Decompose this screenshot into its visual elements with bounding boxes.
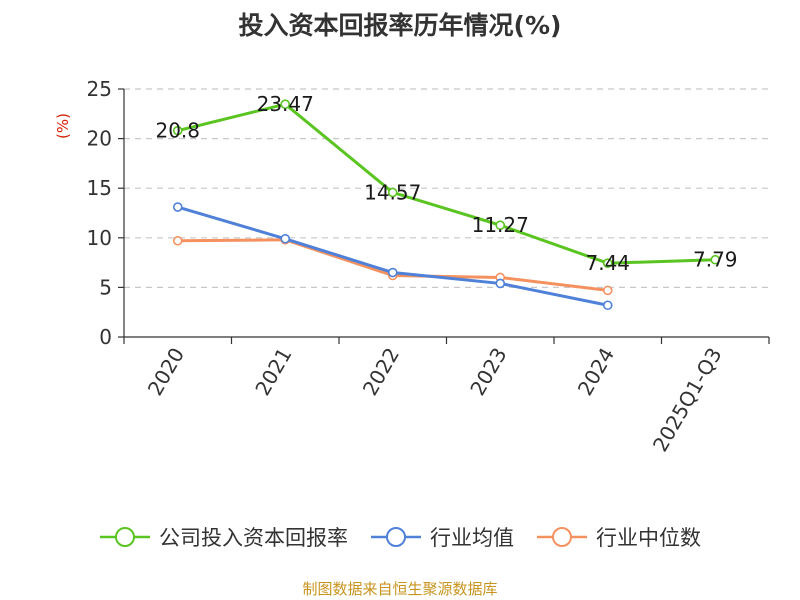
legend-item[interactable]: 行业均值 — [370, 522, 514, 552]
data-point — [495, 278, 506, 289]
data-label: 14.57 — [364, 180, 421, 204]
legend-marker-icon — [371, 527, 421, 547]
legend-marker-icon — [537, 527, 587, 547]
data-labels: 20.8 23.47 14.57 11.27 7.44 7.79 — [155, 92, 737, 275]
legend-item[interactable]: 公司投入资本回报率 — [99, 522, 348, 552]
data-label: 23.47 — [257, 92, 314, 116]
legend-label: 行业均值 — [430, 526, 514, 550]
data-point — [172, 235, 183, 246]
data-label: 7.44 — [585, 251, 630, 275]
legend-label: 公司投入资本回报率 — [159, 526, 348, 550]
y-tick-label: 0 — [99, 325, 112, 349]
legend-item[interactable]: 行业中位数 — [536, 522, 701, 552]
data-point — [387, 187, 398, 198]
y-tick-label: 5 — [99, 275, 112, 299]
y-tick-label: 20 — [87, 127, 112, 151]
y-tick-label: 25 — [87, 77, 112, 101]
data-point — [495, 220, 506, 231]
x-tick-label: 2020 — [143, 344, 189, 400]
data-point — [280, 99, 291, 109]
legend-marker-icon — [100, 527, 150, 547]
series-lines — [172, 99, 721, 311]
data-label: 20.8 — [155, 119, 200, 143]
x-tick-label: 2021 — [250, 344, 296, 400]
data-label: 7.79 — [693, 248, 738, 272]
series-line — [176, 238, 610, 292]
data-point — [710, 254, 721, 265]
data-label: 11.27 — [472, 213, 529, 237]
x-tick-label: 2025Q1-Q3 — [648, 344, 727, 456]
data-point — [602, 258, 613, 268]
chart-title: 投入资本回报率历年情况(%) — [238, 11, 562, 40]
x-tick-label: 2022 — [358, 344, 404, 400]
x-tick-label: 2023 — [465, 344, 511, 400]
source-note: 制图数据来自恒生聚源数据库 — [302, 580, 498, 598]
y-tick-label: 15 — [87, 176, 112, 200]
data-point — [602, 285, 613, 296]
data-point — [602, 300, 613, 311]
grid-lines — [124, 88, 769, 288]
y-axis-unit-label: (%) — [54, 113, 72, 139]
data-point — [172, 202, 183, 212]
series-line — [176, 205, 610, 307]
series-line — [176, 102, 717, 265]
legend-circle — [115, 527, 135, 547]
legend-circle — [386, 527, 406, 547]
data-point — [387, 267, 398, 278]
legend-label: 行业中位数 — [596, 526, 701, 550]
legend-circle — [552, 527, 572, 547]
data-point — [280, 233, 291, 244]
legend: 公司投入资本回报率 行业均值 行业中位数 — [0, 520, 800, 554]
data-point — [172, 125, 183, 136]
x-tick-label: 2024 — [573, 344, 619, 400]
y-tick-label: 10 — [87, 226, 112, 250]
